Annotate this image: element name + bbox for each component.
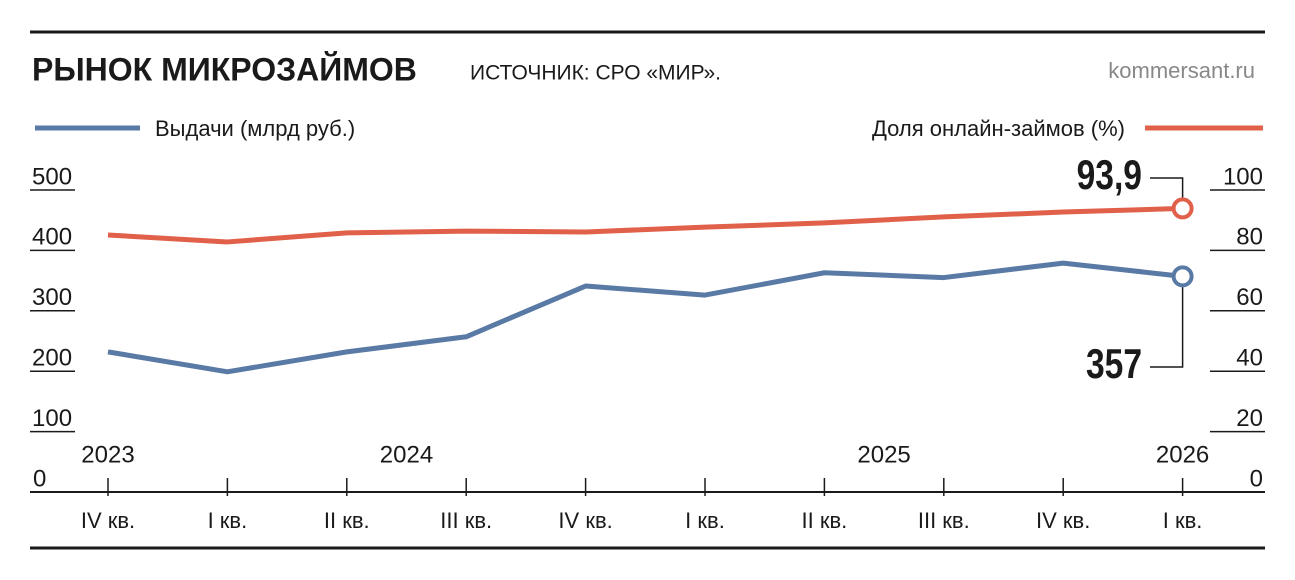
year-label: 2025 (857, 441, 910, 468)
y-tick-label: 300 (32, 284, 72, 311)
chart-title: РЫНОК МИКРОЗАЙМОВ (32, 51, 417, 87)
value-label: 357 (1086, 342, 1142, 388)
x-tick-label: III кв. (440, 508, 492, 533)
year-label: 2023 (81, 441, 134, 468)
value-label: 93,9 (1077, 153, 1142, 199)
end-marker (1171, 197, 1194, 220)
x-tick-label: II кв. (324, 508, 370, 533)
x-tick-label: IV кв. (558, 508, 612, 533)
x-tick-label: I кв. (208, 508, 248, 533)
x-tick-label: IV кв. (81, 508, 135, 533)
y2-tick-label: 40 (1236, 345, 1263, 372)
leader-line (1150, 276, 1184, 368)
y-tick-label: 400 (32, 224, 72, 251)
x-tick-label: IV кв. (1036, 508, 1090, 533)
y-tick-label: 100 (32, 405, 72, 432)
y2-tick-label: 60 (1236, 284, 1263, 311)
y-tick-label: 0 (33, 465, 46, 492)
x-tick-label: I кв. (1163, 508, 1203, 533)
series-line (107, 205, 1183, 245)
end-marker (1171, 265, 1194, 288)
y2-tick-label: 20 (1236, 405, 1263, 432)
x-tick-label: I кв. (685, 508, 725, 533)
y2-tick-label: 0 (1250, 465, 1263, 492)
y2-tick-label: 100 (1223, 163, 1263, 190)
y2-tick-label: 80 (1236, 224, 1263, 251)
legend-label: Доля онлайн-займов (%) (872, 116, 1125, 141)
subtitle: ИСТОЧНИК: СРО «МИР». (470, 62, 721, 85)
source: kommersant.ru (1108, 58, 1255, 83)
y-tick-label: 500 (32, 163, 72, 190)
x-tick-label: II кв. (802, 508, 848, 533)
legend-label: Выдачи (млрд руб.) (155, 116, 355, 141)
year-label: 2024 (380, 441, 433, 468)
year-label: 2026 (1156, 441, 1209, 468)
y-tick-label: 200 (32, 345, 72, 372)
series-line (107, 260, 1183, 375)
x-tick-label: III кв. (918, 508, 970, 533)
